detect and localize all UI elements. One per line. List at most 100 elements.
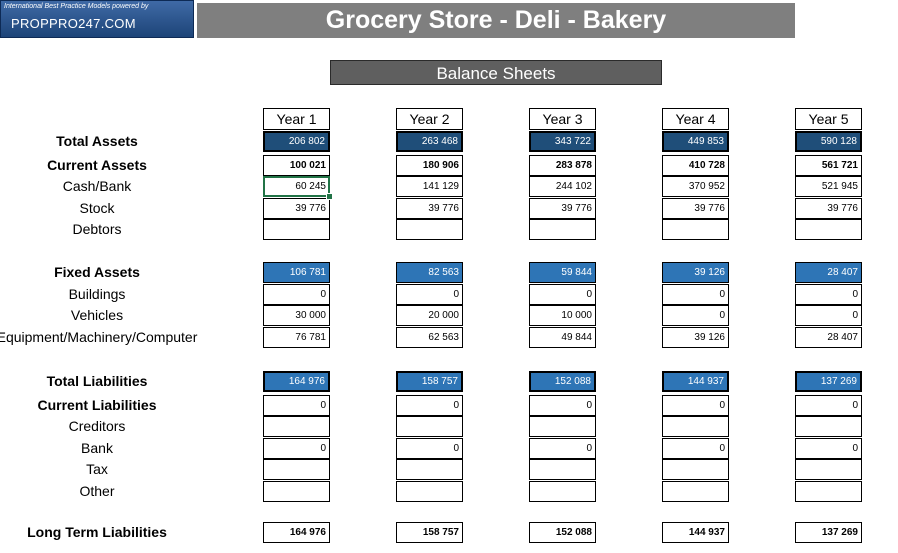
year-header-4: Year 4 <box>662 108 729 130</box>
cell-debtors-year-4[interactable] <box>662 219 729 240</box>
cell-bank-year-4[interactable]: 0 <box>662 438 729 459</box>
cell-cash-bank-year-1[interactable]: 60 245 <box>263 176 330 197</box>
cell-equipment-machinery-computer-year-3[interactable]: 49 844 <box>529 327 596 348</box>
cell-vehicles-year-3[interactable]: 10 000 <box>529 305 596 326</box>
cell-other-year-2[interactable] <box>396 481 463 502</box>
row-label-stock: Stock <box>79 200 115 216</box>
fill-handle[interactable] <box>326 193 333 200</box>
row-label-buildings: Buildings <box>68 286 126 302</box>
cell-current-liabilities-year-3[interactable]: 0 <box>529 395 596 416</box>
row-label-vehicles: Vehicles <box>70 307 124 323</box>
cell-creditors-year-3[interactable] <box>529 416 596 437</box>
cell-total-assets-year-1[interactable]: 206 802 <box>263 131 330 152</box>
cell-buildings-year-3[interactable]: 0 <box>529 284 596 305</box>
cell-stock-year-4[interactable]: 39 776 <box>662 198 729 219</box>
cell-total-assets-year-5[interactable]: 590 128 <box>795 131 862 152</box>
logo-name: PROPPRO247.COM <box>11 16 136 31</box>
cell-cash-bank-year-2[interactable]: 141 129 <box>396 176 463 197</box>
cell-other-year-4[interactable] <box>662 481 729 502</box>
cell-long-term-liabilities-year-4[interactable]: 144 937 <box>662 522 729 543</box>
cell-debtors-year-1[interactable] <box>263 219 330 240</box>
cell-buildings-year-2[interactable]: 0 <box>396 284 463 305</box>
row-label-total-liabilities: Total Liabilities <box>46 373 148 389</box>
cell-other-year-1[interactable] <box>263 481 330 502</box>
cell-total-liabilities-year-3[interactable]: 152 088 <box>529 371 596 392</box>
row-label-bank: Bank <box>81 440 113 456</box>
cell-fixed-assets-year-1[interactable]: 106 781 <box>263 262 330 283</box>
cell-stock-year-2[interactable]: 39 776 <box>396 198 463 219</box>
cell-stock-year-5[interactable]: 39 776 <box>795 198 862 219</box>
cell-equipment-machinery-computer-year-1[interactable]: 76 781 <box>263 327 330 348</box>
cell-other-year-3[interactable] <box>529 481 596 502</box>
cell-buildings-year-1[interactable]: 0 <box>263 284 330 305</box>
cell-current-liabilities-year-4[interactable]: 0 <box>662 395 729 416</box>
cell-equipment-machinery-computer-year-5[interactable]: 28 407 <box>795 327 862 348</box>
cell-tax-year-3[interactable] <box>529 459 596 480</box>
cell-total-liabilities-year-4[interactable]: 144 937 <box>662 371 729 392</box>
cell-buildings-year-5[interactable]: 0 <box>795 284 862 305</box>
cell-debtors-year-5[interactable] <box>795 219 862 240</box>
cell-tax-year-2[interactable] <box>396 459 463 480</box>
cell-long-term-liabilities-year-2[interactable]: 158 757 <box>396 522 463 543</box>
cell-total-assets-year-2[interactable]: 263 468 <box>396 131 463 152</box>
cell-current-assets-year-1[interactable]: 100 021 <box>263 155 330 176</box>
cell-bank-year-5[interactable]: 0 <box>795 438 862 459</box>
cell-cash-bank-year-4[interactable]: 370 952 <box>662 176 729 197</box>
year-header-1: Year 1 <box>263 108 330 130</box>
cell-total-liabilities-year-1[interactable]: 164 976 <box>263 371 330 392</box>
section-title: Balance Sheets <box>330 60 662 85</box>
year-header-2: Year 2 <box>396 108 463 130</box>
cell-fixed-assets-year-2[interactable]: 82 563 <box>396 262 463 283</box>
cell-long-term-liabilities-year-5[interactable]: 137 269 <box>795 522 862 543</box>
row-label-equipment-machinery-computer: Equipment/Machinery/Computer <box>0 329 198 345</box>
cell-tax-year-5[interactable] <box>795 459 862 480</box>
cell-tax-year-1[interactable] <box>263 459 330 480</box>
cell-current-liabilities-year-5[interactable]: 0 <box>795 395 862 416</box>
page-title: Grocery Store - Deli - Bakery <box>197 3 795 38</box>
cell-total-assets-year-4[interactable]: 449 853 <box>662 131 729 152</box>
cell-total-liabilities-year-5[interactable]: 137 269 <box>795 371 862 392</box>
cell-current-liabilities-year-2[interactable]: 0 <box>396 395 463 416</box>
cell-other-year-5[interactable] <box>795 481 862 502</box>
cell-cash-bank-year-3[interactable]: 244 102 <box>529 176 596 197</box>
cell-vehicles-year-4[interactable]: 0 <box>662 305 729 326</box>
cell-equipment-machinery-computer-year-4[interactable]: 39 126 <box>662 327 729 348</box>
cell-vehicles-year-2[interactable]: 20 000 <box>396 305 463 326</box>
brand-logo: International Best Practice Models power… <box>0 0 194 38</box>
cell-stock-year-1[interactable]: 39 776 <box>263 198 330 219</box>
cell-stock-year-3[interactable]: 39 776 <box>529 198 596 219</box>
cell-debtors-year-2[interactable] <box>396 219 463 240</box>
cell-cash-bank-year-5[interactable]: 521 945 <box>795 176 862 197</box>
cell-creditors-year-2[interactable] <box>396 416 463 437</box>
cell-bank-year-2[interactable]: 0 <box>396 438 463 459</box>
cell-current-liabilities-year-1[interactable]: 0 <box>263 395 330 416</box>
row-label-cash-bank: Cash/Bank <box>62 178 132 194</box>
cell-buildings-year-4[interactable]: 0 <box>662 284 729 305</box>
cell-vehicles-year-1[interactable]: 30 000 <box>263 305 330 326</box>
cell-fixed-assets-year-4[interactable]: 39 126 <box>662 262 729 283</box>
cell-long-term-liabilities-year-1[interactable]: 164 976 <box>263 522 330 543</box>
cell-long-term-liabilities-year-3[interactable]: 152 088 <box>529 522 596 543</box>
cell-vehicles-year-5[interactable]: 0 <box>795 305 862 326</box>
cell-creditors-year-1[interactable] <box>263 416 330 437</box>
cell-current-assets-year-2[interactable]: 180 906 <box>396 155 463 176</box>
cell-current-assets-year-4[interactable]: 410 728 <box>662 155 729 176</box>
row-label-creditors: Creditors <box>68 418 126 434</box>
cell-bank-year-1[interactable]: 0 <box>263 438 330 459</box>
cell-total-liabilities-year-2[interactable]: 158 757 <box>396 371 463 392</box>
cell-tax-year-4[interactable] <box>662 459 729 480</box>
row-label-debtors: Debtors <box>72 221 122 237</box>
cell-creditors-year-4[interactable] <box>662 416 729 437</box>
cell-bank-year-3[interactable]: 0 <box>529 438 596 459</box>
cell-total-assets-year-3[interactable]: 343 722 <box>529 131 596 152</box>
cell-current-assets-year-3[interactable]: 283 878 <box>529 155 596 176</box>
cell-fixed-assets-year-3[interactable]: 59 844 <box>529 262 596 283</box>
cell-equipment-machinery-computer-year-2[interactable]: 62 563 <box>396 327 463 348</box>
row-label-tax: Tax <box>86 461 108 477</box>
cell-creditors-year-5[interactable] <box>795 416 862 437</box>
logo-tagline: International Best Practice Models power… <box>4 3 149 10</box>
cell-current-assets-year-5[interactable]: 561 721 <box>795 155 862 176</box>
cell-debtors-year-3[interactable] <box>529 219 596 240</box>
cell-fixed-assets-year-5[interactable]: 28 407 <box>795 262 862 283</box>
row-label-long-term-liabilities: Long Term Liabilities <box>27 524 167 540</box>
